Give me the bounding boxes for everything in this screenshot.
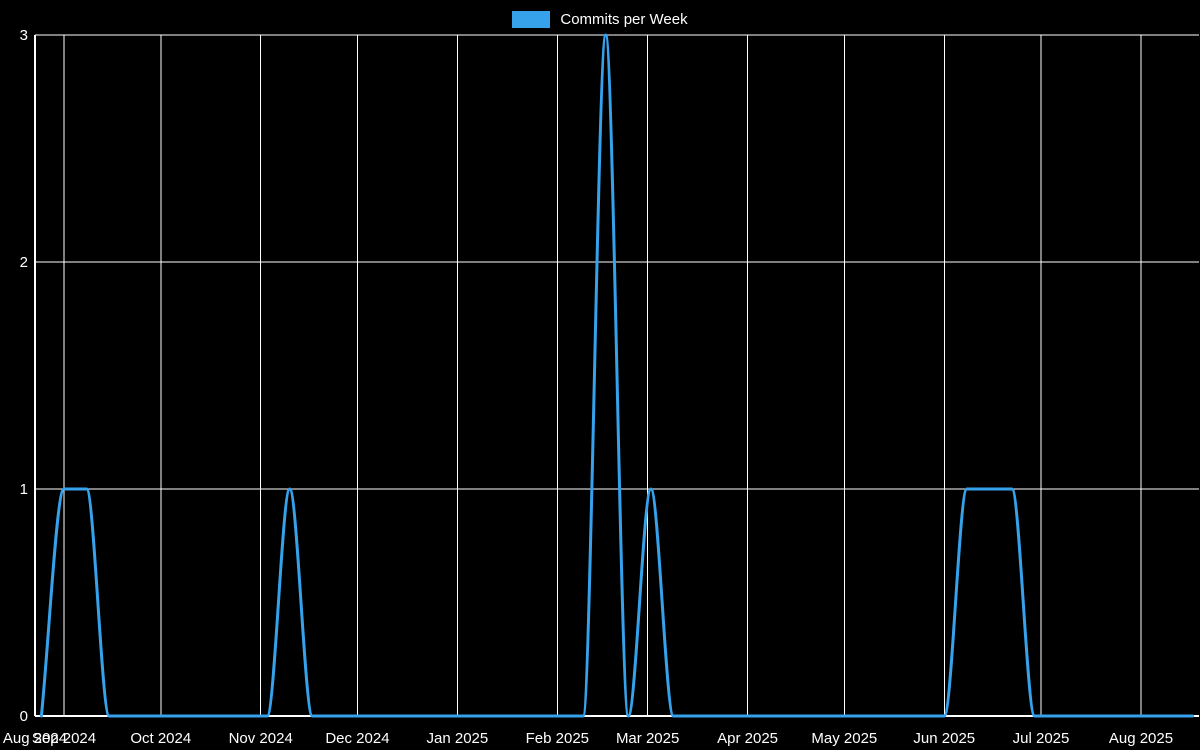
- x-tick-label: Aug 2024: [3, 730, 67, 747]
- x-tick-label: Feb 2025: [526, 730, 589, 747]
- x-tick-label: Aug 2025: [1109, 730, 1173, 747]
- chart-legend-item[interactable]: Commits per Week: [0, 8, 1200, 30]
- x-tick-label: Oct 2024: [130, 730, 191, 747]
- x-tick-label: Sep 2024: [32, 730, 96, 747]
- legend-label: Commits per Week: [560, 10, 688, 28]
- x-tick-label: Dec 2024: [325, 730, 389, 747]
- x-tick-label: Mar 2025: [616, 730, 679, 747]
- y-tick-label: 3: [20, 27, 28, 44]
- y-tick-label: 2: [20, 254, 28, 271]
- x-tick-label: Jun 2025: [913, 730, 975, 747]
- x-tick-label: Jul 2025: [1013, 730, 1070, 747]
- x-tick-label: Jan 2025: [427, 730, 489, 747]
- y-tick-label: 1: [20, 481, 28, 498]
- x-tick-label: Apr 2025: [717, 730, 778, 747]
- series-line: [39, 33, 1195, 718]
- x-tick-label: Nov 2024: [229, 730, 293, 747]
- x-tick-label: May 2025: [811, 730, 877, 747]
- y-tick-label: 0: [20, 708, 28, 725]
- legend-swatch-icon: [512, 10, 551, 28]
